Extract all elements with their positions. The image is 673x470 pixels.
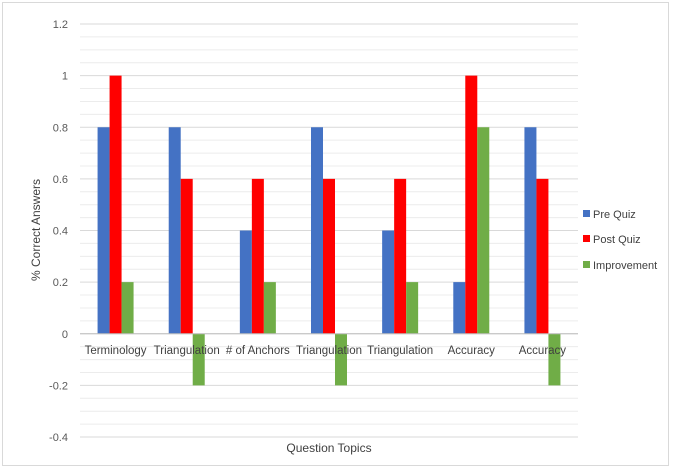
- legend: Pre Quiz Post Quiz Improvement: [583, 209, 657, 272]
- bar-improvement: [335, 333, 347, 386]
- bar-improvement: [548, 333, 561, 386]
- y-tick-label: 0.6: [53, 174, 68, 186]
- bar-improvement: [406, 282, 419, 334]
- bar-improvement: [121, 282, 134, 334]
- legend-swatch: [583, 261, 590, 268]
- bar-pre-quiz: [97, 127, 110, 334]
- bar-pre-quiz: [382, 230, 395, 334]
- y-tick-label: 0.4: [53, 226, 68, 238]
- category-label: Accuracy: [448, 345, 496, 357]
- bar-post-quiz: [251, 178, 264, 334]
- bars: [97, 75, 561, 386]
- category-labels: Terminology Triangulation # of Anchors Tria…: [85, 345, 567, 357]
- category-label: Terminology: [85, 345, 147, 357]
- y-tick-label: 1: [62, 71, 68, 83]
- bar-improvement: [192, 333, 205, 386]
- y-tick-label: 0.8: [53, 122, 68, 134]
- y-tick-label: 0: [62, 329, 68, 341]
- legend-label: Post Quiz: [593, 234, 641, 246]
- category-label: Triangulation: [367, 345, 433, 357]
- category-label: # of Anchors: [226, 345, 290, 357]
- bar-post-quiz: [180, 178, 193, 334]
- category-label: Triangulation: [296, 345, 362, 357]
- bar-post-quiz: [109, 75, 122, 334]
- legend-swatch: [583, 210, 590, 217]
- bar-pre-quiz: [453, 282, 466, 334]
- bar-post-quiz: [394, 178, 407, 334]
- bar-pre-quiz: [524, 127, 537, 334]
- legend-label: Pre Quiz: [593, 209, 636, 221]
- bar-improvement: [477, 127, 490, 334]
- category-label: Triangulation: [154, 345, 220, 357]
- bar-post-quiz: [323, 178, 335, 334]
- bar-pre-quiz: [168, 127, 181, 334]
- bar-post-quiz: [465, 75, 478, 334]
- y-tick-label: 0.2: [53, 277, 68, 289]
- y-tick-label: -0.2: [49, 380, 68, 392]
- bar-improvement: [263, 282, 276, 334]
- x-axis-title: Question Topics: [286, 441, 371, 455]
- legend-label: Improvement: [593, 260, 657, 272]
- legend-swatch: [583, 235, 590, 242]
- y-tick-label: -0.4: [49, 432, 68, 444]
- bar-pre-quiz: [239, 230, 252, 334]
- category-label: Accuracy: [519, 345, 567, 357]
- bar-pre-quiz: [311, 127, 323, 334]
- bar-post-quiz: [536, 178, 549, 334]
- y-axis-title: % Correct Answers: [29, 179, 43, 281]
- y-axis-tick-labels: 1.2 1 0.8 0.6 0.4 0.2 0 -0.2 -0.4: [49, 19, 68, 444]
- y-tick-label: 1.2: [53, 19, 68, 31]
